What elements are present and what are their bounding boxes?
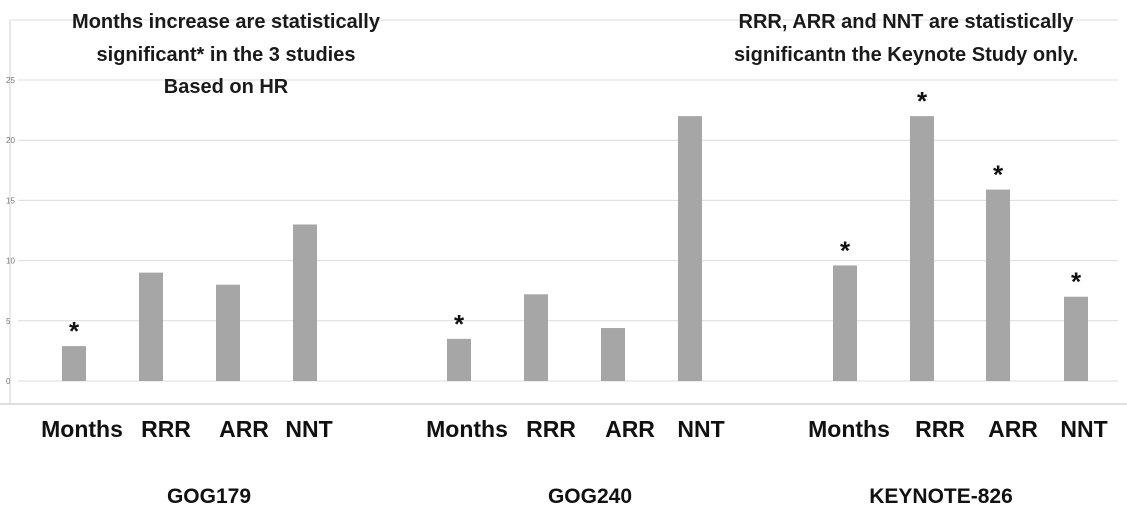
bar-gog179-arr	[216, 284, 240, 381]
y-tick-label: 20	[6, 136, 15, 145]
bar-gog179-months	[62, 346, 86, 381]
gridlines	[0, 19, 1127, 405]
category-label: RRR	[526, 416, 576, 442]
group-label: GOG179	[167, 485, 251, 508]
category-label: ARR	[219, 416, 269, 442]
annotation-left-line-2: significant* in the 3 studies	[97, 44, 356, 66]
y-tick-label: 5	[6, 317, 11, 326]
significance-star: *	[993, 160, 1004, 190]
bars	[62, 116, 1088, 382]
group-label: GOG240	[548, 485, 632, 508]
category-label: Months	[41, 416, 123, 442]
bar-keynote-826-months	[833, 265, 857, 381]
significance-star: *	[840, 235, 851, 265]
annotation-right-line-1: RRR, ARR and NNT are statistically	[739, 11, 1075, 33]
bar-keynote-826-arr	[986, 189, 1010, 381]
bar-gog240-months	[447, 338, 471, 381]
annotation-left-line-3: Based on HR	[164, 76, 289, 98]
category-label: NNT	[677, 416, 724, 442]
y-tick-label: 25	[6, 76, 15, 85]
y-tick-label: 0	[6, 377, 11, 386]
category-label: RRR	[915, 416, 965, 442]
significance-star: *	[917, 86, 928, 116]
category-label: Months	[808, 416, 890, 442]
group-labels: GOG179 GOG240 KEYNOTE-826	[167, 485, 1013, 508]
category-label: ARR	[988, 416, 1038, 442]
annotation-left-line-1: Months increase are statistically	[72, 11, 381, 33]
bar-gog240-rrr	[524, 294, 548, 381]
category-label: RRR	[141, 416, 191, 442]
category-label: ARR	[605, 416, 655, 442]
group-label: KEYNOTE-826	[869, 485, 1013, 508]
y-tick-label: 15	[6, 196, 15, 205]
annotation-right-line-2: significantn the Keynote Study only.	[734, 44, 1078, 66]
category-label: NNT	[1060, 416, 1107, 442]
bar-gog179-nnt	[293, 224, 317, 381]
y-axis-ticks: 0 5 10 15 20 25	[6, 76, 15, 386]
bar-gog240-arr	[601, 328, 625, 381]
bar-keynote-826-rrr	[910, 116, 934, 382]
significance-star: *	[69, 316, 80, 346]
significance-star: *	[1071, 267, 1082, 297]
bar-keynote-826-nnt	[1064, 296, 1088, 381]
significance-star: *	[454, 309, 465, 339]
y-tick-label: 10	[6, 257, 15, 266]
category-label: Months	[426, 416, 508, 442]
significance-markers: * * * * * *	[69, 86, 1082, 346]
category-label: NNT	[285, 416, 332, 442]
category-labels: Months RRR ARR NNT Months RRR ARR NNT Months RRR A…	[41, 416, 1108, 442]
bar-gog240-nnt	[678, 116, 702, 382]
bar-gog179-rrr	[139, 272, 163, 381]
